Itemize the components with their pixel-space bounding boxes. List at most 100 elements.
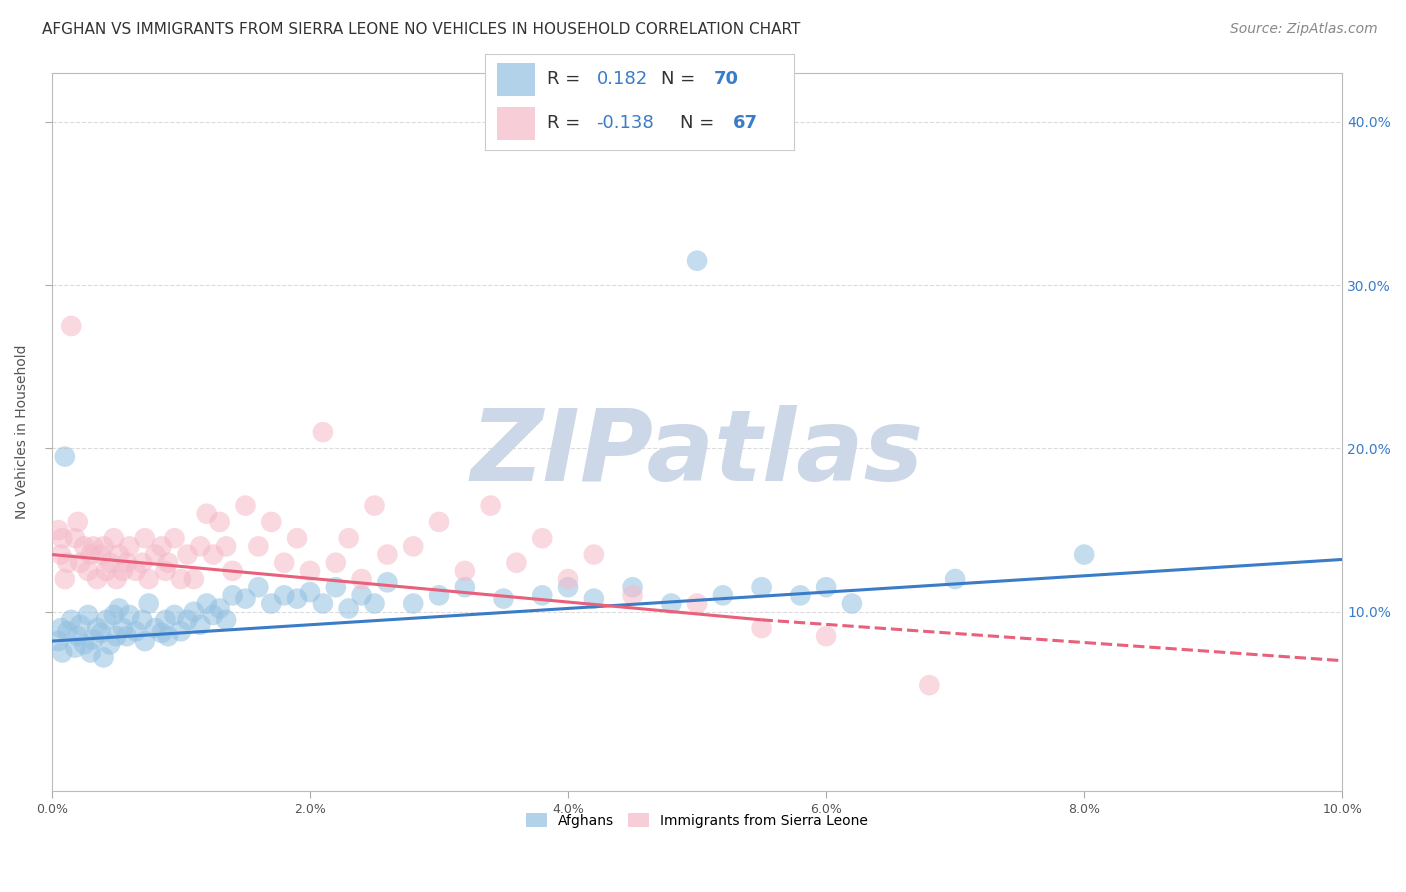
Point: [134, 634, 156, 648]
Point: [77, 564, 100, 578]
Point: [215, 540, 238, 554]
Point: [188, 540, 211, 554]
Point: [131, 613, 153, 627]
Point: [69, 556, 91, 570]
Point: [150, 626, 173, 640]
Point: [363, 499, 385, 513]
Point: [108, 601, 131, 615]
Point: [79, 548, 101, 562]
Point: [48, 634, 70, 648]
Point: [155, 564, 177, 578]
Point: [60, 613, 83, 627]
Point: [170, 572, 193, 586]
Point: [273, 588, 295, 602]
Point: [377, 575, 399, 590]
Point: [157, 556, 180, 570]
Point: [93, 540, 115, 554]
Text: 67: 67: [733, 114, 758, 132]
Point: [51, 531, 73, 545]
Point: [815, 580, 838, 594]
Point: [188, 617, 211, 632]
Point: [103, 531, 125, 545]
Point: [94, 613, 117, 627]
Point: [163, 531, 186, 545]
Point: [195, 507, 218, 521]
Point: [350, 572, 373, 586]
Point: [479, 499, 502, 513]
Point: [86, 572, 108, 586]
Point: [427, 515, 450, 529]
Point: [686, 597, 709, 611]
Point: [215, 613, 238, 627]
Point: [125, 564, 148, 578]
Text: Source: ZipAtlas.com: Source: ZipAtlas.com: [1230, 22, 1378, 37]
Point: [285, 591, 308, 606]
Point: [115, 629, 138, 643]
Point: [103, 607, 125, 622]
Point: [82, 540, 104, 554]
Text: -0.138: -0.138: [596, 114, 654, 132]
Point: [157, 629, 180, 643]
Point: [505, 556, 527, 570]
Point: [183, 572, 205, 586]
Point: [143, 548, 166, 562]
Point: [150, 540, 173, 554]
Point: [298, 585, 321, 599]
Point: [350, 588, 373, 602]
Point: [531, 531, 554, 545]
Point: [312, 597, 335, 611]
Point: [454, 580, 477, 594]
Point: [63, 531, 86, 545]
Point: [111, 621, 134, 635]
Point: [48, 523, 70, 537]
Point: [143, 621, 166, 635]
Point: [98, 556, 121, 570]
Point: [63, 640, 86, 655]
Point: [363, 597, 385, 611]
Point: [79, 646, 101, 660]
Point: [73, 540, 96, 554]
Point: [582, 591, 605, 606]
Point: [90, 626, 112, 640]
Point: [118, 607, 141, 622]
Point: [118, 540, 141, 554]
Y-axis label: No Vehicles in Household: No Vehicles in Household: [15, 345, 30, 519]
Point: [105, 629, 128, 643]
Point: [51, 646, 73, 660]
Point: [176, 548, 198, 562]
Text: ZIPatlas: ZIPatlas: [471, 405, 924, 502]
Point: [195, 597, 218, 611]
Point: [202, 607, 225, 622]
Point: [56, 624, 79, 639]
Point: [138, 597, 160, 611]
Point: [621, 588, 644, 602]
Point: [53, 450, 76, 464]
Point: [183, 605, 205, 619]
Point: [337, 601, 360, 615]
FancyBboxPatch shape: [498, 63, 534, 96]
Point: [557, 580, 579, 594]
Point: [202, 548, 225, 562]
Point: [312, 425, 335, 439]
Point: [751, 580, 773, 594]
Point: [60, 318, 83, 333]
Point: [235, 499, 257, 513]
Point: [247, 580, 270, 594]
Point: [260, 515, 283, 529]
Point: [93, 650, 115, 665]
Point: [56, 556, 79, 570]
Point: [815, 629, 838, 643]
Point: [1073, 548, 1095, 562]
Point: [298, 564, 321, 578]
Point: [582, 548, 605, 562]
Point: [789, 588, 811, 602]
Point: [235, 591, 257, 606]
Point: [98, 637, 121, 651]
Point: [325, 556, 347, 570]
Point: [53, 572, 76, 586]
Point: [402, 597, 425, 611]
Point: [170, 624, 193, 639]
Point: [111, 564, 134, 578]
Point: [337, 531, 360, 545]
Point: [247, 540, 270, 554]
